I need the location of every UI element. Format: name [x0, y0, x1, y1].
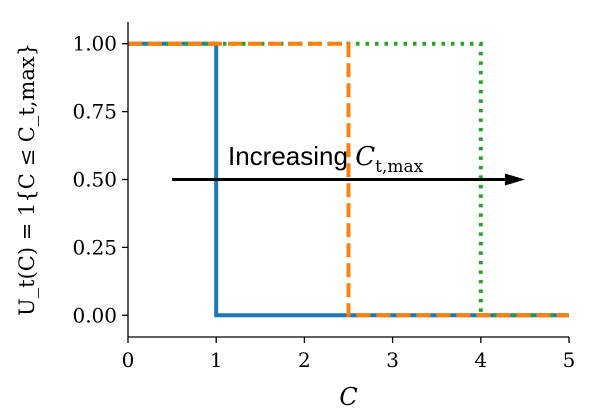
annotation-text: Increasing Ct,max	[228, 141, 424, 177]
y-tick-label: 0.00	[72, 303, 117, 327]
axes-layer: 0 1 2 3 4 5 0.00 0.25 0.50 0.75 1.00 C U_t(C) = 1{C …	[15, 22, 575, 411]
annotation-word: Increasing	[228, 141, 355, 171]
x-tick-label: 5	[563, 348, 576, 372]
x-tick-label: 1	[210, 348, 223, 372]
y-tick-label: 0.75	[72, 100, 117, 124]
annotation-arrow-head	[504, 173, 525, 186]
y-tick-label: 0.50	[72, 168, 117, 192]
x-tick-label: 3	[386, 348, 399, 372]
annotation-math-symbol: C	[355, 142, 375, 172]
y-tick-label: 1.00	[72, 32, 117, 56]
annotation-layer: Increasing Ct,max	[172, 141, 525, 186]
annotation-math-subscript: t,max	[375, 157, 423, 177]
x-tick-label: 2	[298, 348, 311, 372]
x-tick-label: 0	[122, 348, 135, 372]
y-tick-label: 0.25	[72, 235, 117, 259]
y-axis-label: U_t(C) = 1{C ≤ C_t,max}	[15, 43, 39, 316]
x-tick-label: 4	[474, 348, 487, 372]
series-line-dashed	[128, 41, 569, 318]
x-axis-label: C	[339, 383, 357, 411]
